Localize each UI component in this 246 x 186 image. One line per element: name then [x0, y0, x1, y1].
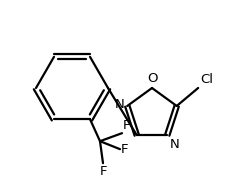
Text: N: N [169, 138, 179, 151]
Text: Cl: Cl [200, 73, 213, 86]
Text: F: F [121, 143, 128, 156]
Text: N: N [115, 98, 124, 111]
Text: O: O [147, 72, 157, 85]
Text: F: F [123, 119, 130, 132]
Text: F: F [99, 165, 107, 178]
